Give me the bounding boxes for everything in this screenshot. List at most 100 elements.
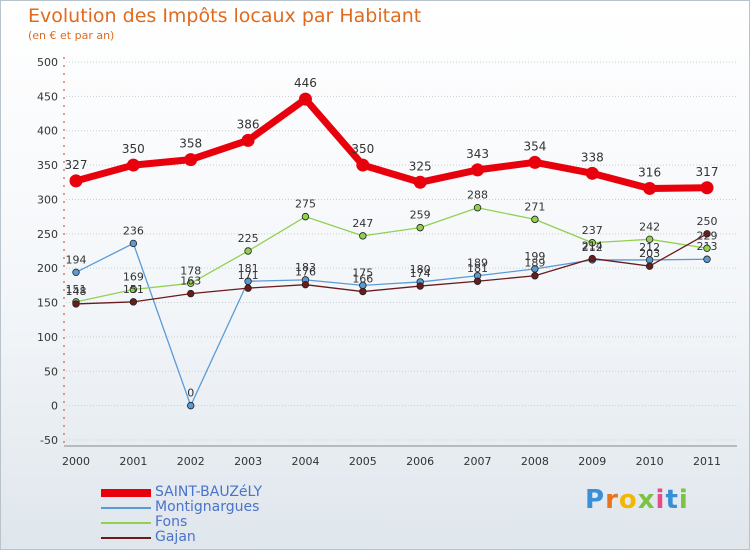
data-point	[531, 215, 539, 224]
logo-letter: i	[678, 485, 689, 515]
y-tick-label: 400	[37, 125, 58, 138]
legend-item: Montignargues	[101, 500, 341, 515]
x-tick-label: 2003	[234, 455, 262, 468]
y-tick-label: 200	[37, 262, 58, 275]
data-point	[244, 247, 252, 255]
data-label: 317	[696, 165, 719, 179]
legend-swatch	[101, 537, 151, 539]
data-point	[703, 230, 711, 238]
data-label: 343	[466, 147, 489, 161]
logo-letter: P	[585, 485, 606, 515]
data-label: 178	[180, 264, 201, 277]
series-line-saint-bauz-ly	[72, 95, 711, 192]
data-point	[473, 204, 482, 212]
data-label: 171	[238, 269, 259, 282]
legend-swatch	[101, 522, 151, 524]
data-point	[416, 223, 424, 232]
series-line-fons	[75, 207, 708, 303]
data-point	[359, 232, 367, 240]
data-label: 169	[123, 270, 144, 283]
data-label: 199	[524, 250, 545, 263]
legend-item: Gajan	[101, 530, 341, 545]
data-label: 212	[582, 241, 603, 254]
legend-swatch	[101, 489, 151, 497]
data-label: 183	[295, 261, 316, 274]
x-tick-label: 2005	[349, 455, 377, 468]
data-label: 288	[467, 189, 488, 202]
x-tick-label: 2011	[693, 455, 721, 468]
x-tick-label: 2000	[62, 455, 90, 468]
data-label: 242	[639, 220, 660, 233]
data-point	[126, 158, 140, 172]
data-point	[301, 280, 310, 289]
data-label: 194	[66, 253, 87, 266]
chart-subtitle: (en € et par an)	[28, 29, 115, 42]
data-label: 350	[122, 142, 145, 156]
x-tick-label: 2009	[578, 455, 606, 468]
data-point	[531, 272, 539, 280]
data-point	[703, 244, 711, 252]
data-label: 225	[238, 232, 259, 245]
data-point	[72, 300, 80, 308]
y-tick-label: 100	[37, 331, 58, 344]
data-point	[471, 163, 485, 177]
data-point	[301, 212, 310, 221]
x-tick-label: 2002	[177, 455, 205, 468]
y-tick-label: 350	[37, 159, 58, 172]
data-label: 148	[66, 285, 87, 298]
legend-label: Gajan	[155, 529, 196, 545]
data-point	[356, 158, 370, 172]
data-label: 271	[524, 200, 545, 213]
legend-swatch	[101, 507, 151, 509]
data-label: 181	[467, 262, 488, 275]
logo-letter: r	[605, 485, 619, 515]
data-label: 151	[66, 283, 87, 296]
data-label: 0	[187, 387, 194, 400]
x-tick-label: 2001	[119, 455, 147, 468]
y-tick-label: 150	[37, 297, 58, 310]
data-point	[528, 155, 542, 169]
data-point	[645, 235, 654, 244]
data-label: 275	[295, 198, 316, 211]
x-tick-label: 2007	[464, 455, 492, 468]
data-label: 203	[639, 247, 660, 260]
data-point	[645, 262, 654, 270]
data-point	[129, 298, 138, 306]
data-point	[129, 239, 138, 248]
x-tick-label: 2006	[406, 455, 434, 468]
data-point	[588, 254, 596, 263]
data-point	[703, 255, 711, 263]
y-tick-label: 250	[37, 228, 58, 241]
data-label: 259	[410, 209, 431, 222]
data-label: 214	[582, 240, 603, 253]
proxiti-logo: Proxiti	[585, 485, 689, 515]
data-point	[241, 133, 255, 147]
data-label: 327	[65, 158, 88, 172]
data-label: 181	[238, 262, 259, 275]
chart-legend: SAINT-BAUZéLY Montignargues Fons Gajan	[101, 485, 341, 545]
legend-item: SAINT-BAUZéLY	[101, 485, 341, 500]
data-label: 325	[409, 159, 432, 173]
data-label: 338	[581, 150, 604, 164]
data-point	[643, 181, 657, 195]
data-point	[473, 277, 482, 285]
legend-label: SAINT-BAUZéLY	[155, 484, 263, 500]
data-label: 166	[352, 273, 373, 286]
data-label: 236	[123, 224, 144, 237]
data-point	[416, 282, 424, 290]
data-point	[359, 287, 367, 296]
series-line-gajan	[75, 233, 708, 305]
data-label: 350	[351, 142, 374, 156]
logo-letter: x	[637, 485, 656, 515]
data-point	[588, 239, 596, 247]
y-tick-label: 500	[37, 56, 58, 69]
data-label: 176	[295, 266, 316, 279]
legend-item: Fons	[101, 515, 341, 530]
data-point	[129, 285, 138, 294]
data-point	[244, 284, 252, 292]
x-tick-label: 2010	[636, 455, 664, 468]
y-tick-label: 450	[37, 90, 58, 103]
data-label: 174	[410, 267, 431, 280]
data-label: 189	[467, 257, 488, 270]
